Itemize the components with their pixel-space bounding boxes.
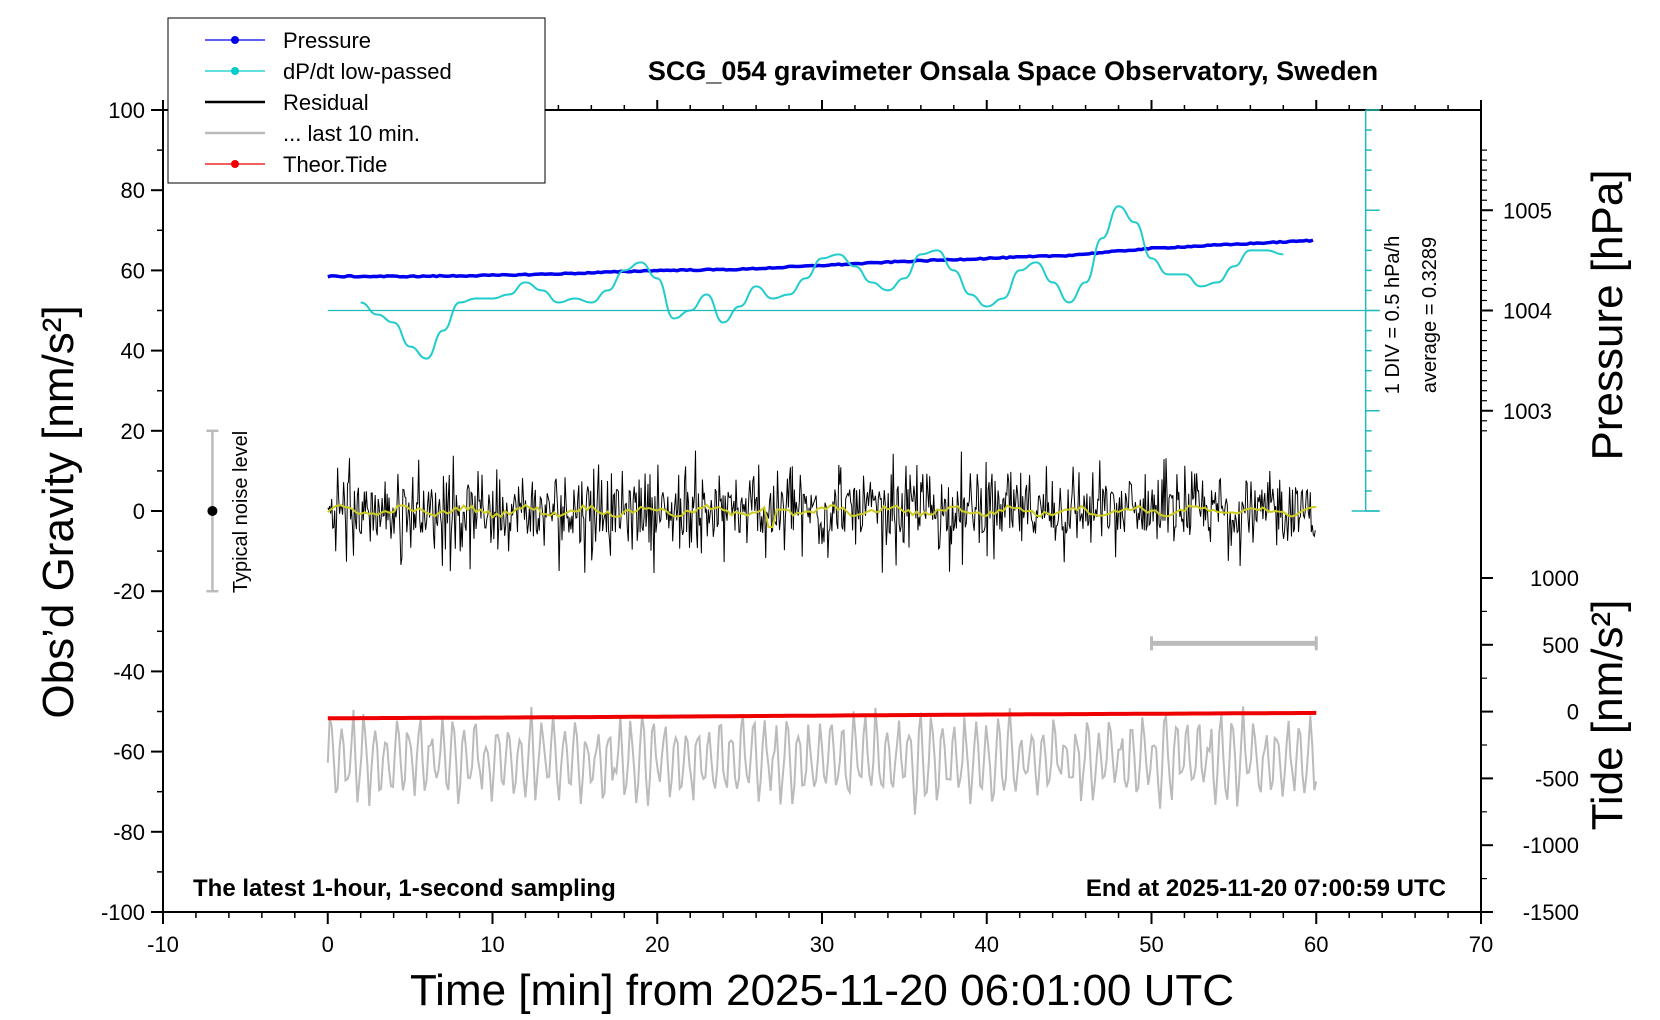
x-tick-label-8: 70	[1469, 932, 1493, 957]
footer-left-note: The latest 1-hour, 1-second sampling	[193, 875, 616, 902]
y-tick-label-7: -40	[113, 659, 145, 684]
y-tick-label-0: 100	[108, 98, 145, 123]
noise-level-label: Typical noise level	[230, 431, 252, 593]
legend-label-4: Theor.Tide	[283, 152, 387, 177]
pressure-axis-title: Pressure [hPa]	[1583, 169, 1632, 460]
x-tick-label-6: 50	[1139, 932, 1163, 957]
legend-label-0: Pressure	[283, 28, 371, 53]
series-residual-smoothed	[327, 503, 1317, 528]
x-tick-label-3: 20	[645, 932, 669, 957]
chart-title: SCG_054 gravimeter Onsala Space Observat…	[648, 56, 1378, 86]
x-tick-label-1: 0	[322, 932, 334, 957]
x-tick-label-0: -10	[147, 932, 179, 957]
tide-tick-label-0: 1000	[1530, 566, 1579, 591]
y-tick-label-3: 40	[121, 339, 145, 364]
pressure-tick-label-2: 1003	[1503, 399, 1552, 424]
tide-tick-label-5: -1500	[1523, 900, 1579, 925]
y-tick-label-8: -60	[113, 740, 145, 765]
legend-marker-0	[231, 36, 239, 44]
footer-right-note: End at 2025-11-20 07:00:59 UTC	[1086, 875, 1446, 902]
series-tide-line	[327, 710, 1317, 721]
tide-tick-label-3: -500	[1535, 766, 1579, 791]
legend-label-2: Residual	[283, 90, 369, 115]
x-tick-label-2: 10	[480, 932, 504, 957]
x-tick-label-5: 40	[975, 932, 999, 957]
pressure-tick-label-1: 1004	[1503, 299, 1552, 324]
x-axis-title: Time [min] from 2025-11-20 06:01:00 UTC	[410, 966, 1234, 1015]
legend-label-1: dP/dt low-passed	[283, 59, 452, 84]
tide-tick-label-2: 0	[1567, 700, 1579, 725]
annotation-layer	[206, 109, 1380, 651]
series-dpdt-line	[360, 205, 1284, 360]
legend-items: Pressure dP/dt low-passed Residual ... last…	[205, 28, 452, 177]
y-tick-label-10: -100	[101, 900, 145, 925]
legend-label-3: ... last 10 min.	[283, 121, 420, 146]
y-tick-label-2: 60	[121, 258, 145, 283]
y-tick-label-6: -20	[113, 579, 145, 604]
tide-tick-label-1: 500	[1542, 633, 1579, 658]
legend: Pressure dP/dt low-passed Residual ... last…	[167, 17, 546, 184]
tide-axis-title: Tide [nm/s²]	[1583, 600, 1632, 831]
legend-marker-4	[231, 160, 239, 168]
pressure-tick-label-0: 1005	[1503, 198, 1552, 223]
tide-tick-label-4: -1000	[1523, 833, 1579, 858]
series-pressure-line	[327, 238, 1314, 279]
axes-layer: -10 0 10 20 30 40 50 60 70100806040200-20-40-60-…	[101, 98, 1579, 957]
noise-bar-center	[207, 506, 218, 516]
y-tick-label-5: 0	[133, 499, 145, 524]
div-label: 1 DIV = 0.5 hPa/h	[1382, 236, 1404, 394]
average-label: average = 0.3289	[1419, 237, 1441, 393]
series-residual-line	[327, 450, 1316, 574]
series-layer	[326, 205, 1318, 815]
legend-box	[167, 17, 546, 184]
x-tick-label-7: 60	[1304, 932, 1328, 957]
x-tick-label-4: 30	[810, 932, 834, 957]
y-tick-label-4: 20	[121, 419, 145, 444]
series-last10-line	[326, 706, 1318, 815]
y-tick-label-1: 80	[121, 178, 145, 203]
y-tick-label-9: -80	[113, 820, 145, 845]
y-axis-title: Obs’d Gravity [nm/s²]	[34, 305, 83, 718]
legend-marker-1	[231, 67, 239, 75]
